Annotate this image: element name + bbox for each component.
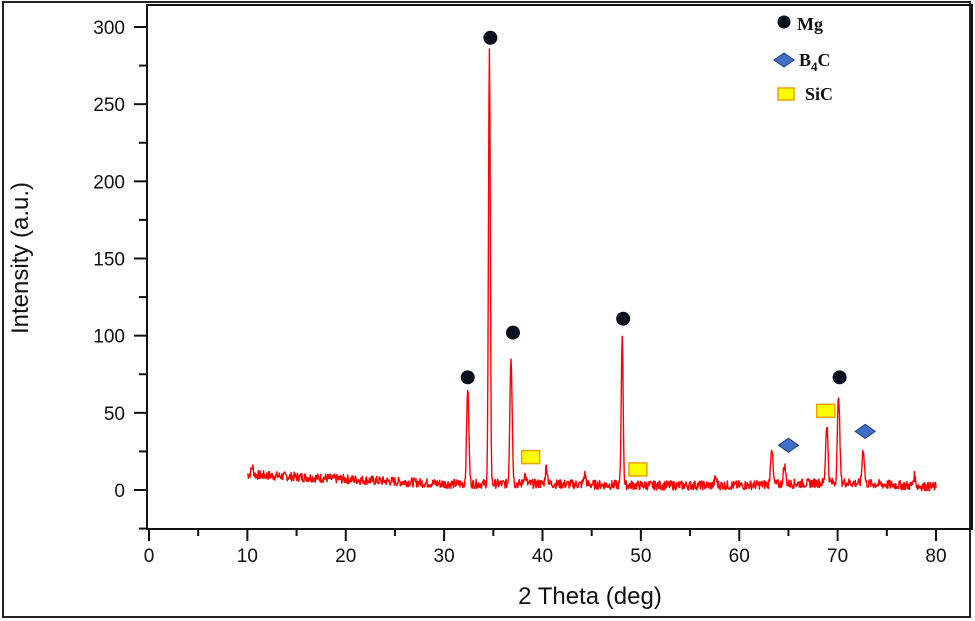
sic-legend-marker-icon bbox=[777, 87, 795, 101]
x-tick-label: 30 bbox=[434, 546, 455, 567]
b4c-peak-marker-icon bbox=[777, 437, 800, 453]
b4c-legend-marker-icon bbox=[773, 52, 795, 68]
y-tick-label: 50 bbox=[104, 404, 125, 425]
x-tick-label: 40 bbox=[532, 546, 553, 567]
mg-peak-marker-icon bbox=[483, 30, 498, 45]
x-tick-label: 80 bbox=[925, 546, 946, 567]
x-tick-label: 20 bbox=[335, 546, 356, 567]
mg-peak-marker-icon bbox=[832, 370, 847, 385]
mg-peak-marker-icon bbox=[616, 311, 631, 326]
x-tick-label: 70 bbox=[827, 546, 848, 567]
y-tick-label: 0 bbox=[114, 481, 125, 502]
b4c-peak-marker-icon bbox=[854, 423, 877, 439]
x-axis: 0 10 20 30 40 50 60 70 80 bbox=[144, 529, 947, 567]
legend-label-mg: Mg bbox=[797, 14, 823, 34]
plot-area bbox=[146, 4, 973, 530]
y-tick-label: 100 bbox=[93, 327, 125, 348]
x-axis-title: 2 Theta (deg) bbox=[518, 583, 662, 610]
legend: Mg B4C SiC bbox=[773, 14, 833, 104]
y-axis-title: Intensity (a.u.) bbox=[7, 182, 34, 334]
y-tick-label: 200 bbox=[93, 172, 125, 193]
y-tick-label: 300 bbox=[93, 18, 125, 39]
x-tick-label: 10 bbox=[237, 546, 258, 567]
mg-legend-marker-icon bbox=[777, 15, 791, 29]
x-tick-label: 0 bbox=[144, 546, 155, 567]
xrd-trace bbox=[246, 48, 937, 492]
sic-peak-marker-icon bbox=[816, 403, 836, 419]
mg-peak-marker-icon bbox=[460, 370, 475, 385]
x-tick-label: 60 bbox=[729, 546, 750, 567]
legend-label-b4c: B4C bbox=[799, 50, 831, 74]
sic-peak-marker-icon bbox=[628, 462, 648, 477]
y-tick-label: 250 bbox=[93, 95, 125, 116]
y-tick-label: 150 bbox=[93, 250, 125, 271]
phase-markers bbox=[460, 30, 877, 477]
legend-label-sic: SiC bbox=[805, 84, 833, 104]
mg-peak-marker-icon bbox=[505, 325, 520, 340]
x-tick-label: 50 bbox=[630, 546, 651, 567]
y-axis: 0 50 100 150 200 250 300 bbox=[93, 18, 147, 530]
sic-peak-marker-icon bbox=[520, 449, 541, 465]
